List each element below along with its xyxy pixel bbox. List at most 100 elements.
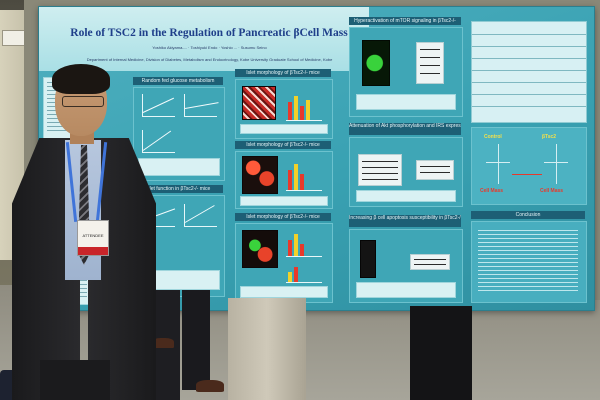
islet-note-1 xyxy=(240,124,328,134)
blot-band xyxy=(362,161,398,162)
diagram-line xyxy=(498,144,499,184)
apoptosis-panel xyxy=(349,229,463,303)
akt-note xyxy=(356,190,456,202)
bar xyxy=(300,174,304,190)
conclusion-panel xyxy=(471,221,587,303)
bar xyxy=(288,170,292,190)
diagram-line xyxy=(544,162,568,163)
blot-band xyxy=(362,173,398,174)
section-header-mtor: Hyperactivation of mTOR signaling in βTs… xyxy=(349,17,461,25)
conclusion-text xyxy=(478,230,578,294)
diagram-cell-mass-right: Cell Mass xyxy=(540,188,564,194)
blot-band xyxy=(420,166,450,167)
table-row xyxy=(472,46,586,47)
table-row xyxy=(472,106,586,107)
diagram-line xyxy=(486,162,510,163)
table-row xyxy=(472,58,586,59)
islet-function-chart-2 xyxy=(184,204,217,227)
islet-bar-chart-4 xyxy=(286,264,322,283)
badge-stripe xyxy=(78,247,108,255)
islet-morphology-panel-1 xyxy=(235,79,333,139)
table-row xyxy=(472,70,586,71)
bystander-right-leg xyxy=(182,290,210,390)
islet-he-stain xyxy=(242,86,276,120)
bar xyxy=(300,244,304,256)
islet-note-2 xyxy=(240,196,328,206)
mtor-western-blot xyxy=(416,42,444,84)
glucose-panel xyxy=(133,87,225,181)
bystander-shoe xyxy=(196,380,224,392)
blot-band xyxy=(414,259,446,260)
islet-function-chart-2-line xyxy=(184,205,215,223)
bar xyxy=(294,164,298,190)
islet-morphology-panel-3 xyxy=(235,223,333,303)
blot-band xyxy=(362,179,398,180)
trousers xyxy=(40,360,110,400)
table-row xyxy=(472,82,586,83)
bystander-dark-coat xyxy=(410,306,472,400)
blot-band xyxy=(420,65,440,66)
glucose-chart-2-line xyxy=(184,102,219,109)
section-header-islet-3: Islet morphology of βTsc2-/- mice xyxy=(235,213,331,221)
blot-band xyxy=(420,73,440,74)
bystander-khaki-pants xyxy=(228,298,306,400)
diagram-cell-mass-left: Cell Mass xyxy=(480,188,504,194)
section-header-conclusion: Conclusion xyxy=(471,211,585,219)
apoptosis-note xyxy=(356,282,456,298)
presenter: ATTENDEE xyxy=(0,60,170,400)
islet-fluorescence-merge xyxy=(242,230,278,268)
bar xyxy=(306,100,310,120)
glucose-chart-1 xyxy=(142,94,175,117)
bar xyxy=(300,106,304,120)
poster-authors: Yoshiko Akiyama-... · Toshiyuki Endo · Y… xyxy=(152,45,267,50)
bar xyxy=(294,267,298,282)
badge-text: ATTENDEE xyxy=(82,233,104,238)
bar xyxy=(288,240,292,256)
section-header-glucose: Random fed glucose metabolism xyxy=(133,77,223,85)
bar xyxy=(294,234,298,256)
research-poster: Role of TSC2 in the Regulation of Pancre… xyxy=(38,6,595,311)
apoptosis-blot xyxy=(410,254,450,270)
section-header-akt: Attenuation of Akt phosphorylation and I… xyxy=(349,123,461,135)
poster-title-band: Role of TSC2 in the Regulation of Pancre… xyxy=(39,7,369,71)
diagram-arrow xyxy=(512,174,542,175)
section-header-islet-2: Islet morphology of βTsc2-/- mice xyxy=(235,141,331,149)
name-badge: ATTENDEE xyxy=(77,220,109,256)
table-row xyxy=(472,94,586,95)
poster-department: Department of Internal Medicine, Divisio… xyxy=(86,57,333,62)
akt-blot-2 xyxy=(416,160,454,180)
islet-morphology-panel-2 xyxy=(235,151,333,209)
mtor-panel xyxy=(349,27,463,117)
bar xyxy=(294,96,298,120)
mtor-note xyxy=(356,94,456,110)
glasses-icon xyxy=(62,96,104,107)
section-header-islet-function: Islet function in βTsc2-/- mice xyxy=(133,185,223,193)
blot-band xyxy=(362,167,398,168)
blot-band xyxy=(420,172,450,173)
akt-blot-1 xyxy=(358,154,402,186)
islet-fluorescence-red xyxy=(242,156,278,194)
diagram-tsc2-label: βTsc2 xyxy=(542,134,557,140)
bar xyxy=(288,272,292,282)
glucose-chart-2 xyxy=(184,94,219,117)
islet-bar-chart-3 xyxy=(286,230,322,257)
bystander-shoe xyxy=(152,338,174,348)
islet-note-3 xyxy=(240,286,328,298)
table-row xyxy=(472,34,586,35)
blot-band xyxy=(420,49,440,50)
section-header-apoptosis: Increasing β cell apoptosis susceptibili… xyxy=(349,215,461,227)
glucose-chart-3 xyxy=(142,130,175,153)
data-table xyxy=(471,21,587,123)
diagram-control-label: Control xyxy=(484,134,502,140)
bar xyxy=(288,102,292,120)
mtor-green-stain xyxy=(362,40,390,86)
section-header-islet-1: Islet morphology of βTsc2-/- mice xyxy=(235,69,331,77)
blot-band xyxy=(420,57,440,58)
diagram-line xyxy=(556,144,557,184)
blot-band xyxy=(414,264,446,265)
mechanism-diagram: Control βTsc2 Cell Mass Cell Mass xyxy=(471,127,587,205)
apoptosis-gel xyxy=(360,240,376,278)
akt-panel xyxy=(349,137,463,207)
islet-bar-chart-1 xyxy=(286,94,322,121)
